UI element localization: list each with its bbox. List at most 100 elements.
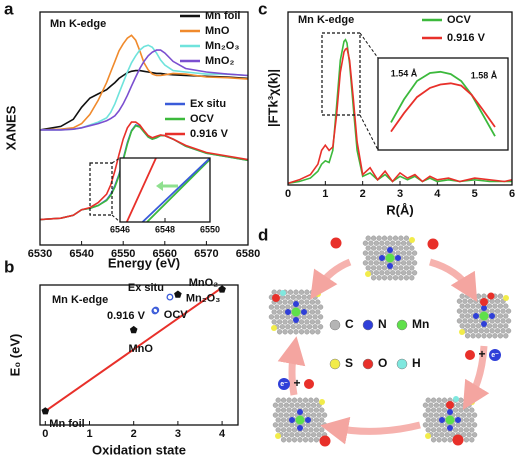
x-tick-label: 6530 xyxy=(28,248,52,260)
carbon-atom xyxy=(436,427,442,433)
carbon-atom xyxy=(291,397,298,403)
carbon-atom xyxy=(379,250,385,256)
carbon-atom xyxy=(296,294,302,300)
carbon-atom xyxy=(433,432,440,438)
carbon-atom xyxy=(441,397,448,403)
carbon-atom xyxy=(318,304,324,310)
carbon-atom xyxy=(379,270,385,276)
y-axis-label: XANES xyxy=(3,105,18,150)
plot-frame xyxy=(39,11,249,246)
carbon-atom xyxy=(307,314,313,320)
cycle-arrow xyxy=(310,258,352,300)
sulfur-atom xyxy=(275,433,281,439)
series-line xyxy=(40,34,248,131)
carbon-atom xyxy=(422,402,429,408)
cycle-arrow xyxy=(277,336,306,396)
carbon-atom xyxy=(395,250,401,256)
nitrogen-atom xyxy=(439,417,445,423)
carbon-atom xyxy=(308,407,314,413)
carbon-atom xyxy=(465,333,471,339)
carbon-atom xyxy=(409,265,415,271)
carbon-atom xyxy=(381,275,388,281)
oxygen-atom xyxy=(272,294,280,302)
series-line xyxy=(40,69,248,131)
carbon-atom xyxy=(461,412,467,418)
legend-atom xyxy=(396,319,408,331)
carbon-atom xyxy=(465,303,471,309)
carbon-atom xyxy=(286,437,292,443)
carbon-atom xyxy=(313,437,320,443)
carbon-atom xyxy=(283,432,290,438)
oxygen-atom xyxy=(304,379,314,389)
carbon-atom xyxy=(455,412,461,418)
carbon-atom xyxy=(379,240,385,246)
carbon-atom xyxy=(373,260,380,266)
hydrogen-atom xyxy=(280,290,286,296)
carbon-atom xyxy=(463,437,470,443)
carbon-atom xyxy=(316,412,322,418)
carbon-atom xyxy=(302,427,309,433)
carbon-atom xyxy=(486,303,493,309)
series-line xyxy=(141,158,210,222)
molecule xyxy=(362,235,418,281)
carbon-atom xyxy=(503,303,509,309)
annotation: 1.58 Å xyxy=(471,70,498,80)
carbon-atom xyxy=(283,402,290,408)
carbon-atom xyxy=(398,245,404,251)
carbon-atom xyxy=(459,313,465,319)
nitrogen-atom xyxy=(447,409,453,415)
x-tick-label: 5 xyxy=(472,188,478,200)
carbon-atom xyxy=(275,407,281,413)
carbon-atom xyxy=(384,270,390,276)
carbon-atom xyxy=(401,260,407,266)
carbon-atom xyxy=(293,329,299,335)
legend-label: OCV xyxy=(190,113,215,125)
sulfur-atom xyxy=(469,399,475,405)
carbon-atom xyxy=(495,308,501,314)
carbon-atom xyxy=(447,437,453,443)
manganese-atom xyxy=(385,253,395,263)
carbon-atom xyxy=(301,304,307,310)
carbon-atom xyxy=(425,427,431,433)
carbon-atom xyxy=(450,432,456,438)
carbon-atom xyxy=(365,255,371,261)
data-point xyxy=(218,285,226,293)
data-point xyxy=(129,325,138,334)
nitrogen-atom xyxy=(379,255,385,261)
legend-atom xyxy=(362,358,374,370)
carbon-atom xyxy=(309,329,316,335)
carbon-atom xyxy=(436,407,442,413)
legend-label: N xyxy=(378,317,387,331)
sulfur-atom xyxy=(271,325,277,331)
carbon-atom xyxy=(313,417,320,423)
x-tick-label: 4 xyxy=(219,428,226,440)
legend-label: Mn xyxy=(412,317,429,331)
data-point xyxy=(151,307,159,315)
carbon-atom xyxy=(287,319,294,325)
carbon-atom xyxy=(309,289,316,295)
carbon-atom xyxy=(486,333,493,339)
carbon-atom xyxy=(475,303,482,309)
carbon-atom xyxy=(466,422,472,428)
sulfur-atom xyxy=(315,291,321,297)
nitrogen-atom xyxy=(473,313,479,319)
electron-label: e⁻ xyxy=(280,381,288,388)
carbon-atom xyxy=(308,437,314,443)
zoom-box xyxy=(89,162,113,216)
carbon-atom xyxy=(307,324,313,330)
carbon-atom xyxy=(318,314,324,320)
plot-background xyxy=(40,285,238,425)
carbon-atom xyxy=(431,437,437,443)
carbon-atom xyxy=(506,328,512,334)
carbon-atom xyxy=(486,323,493,329)
carbon-atom xyxy=(472,432,478,438)
carbon-atom xyxy=(469,407,475,413)
oxygen-atom xyxy=(427,238,439,250)
carbon-atom xyxy=(274,304,280,310)
carbon-atom xyxy=(387,275,393,281)
carbon-atom xyxy=(463,397,470,403)
carbon-atom xyxy=(441,407,448,413)
carbon-atom xyxy=(287,289,294,295)
carbon-atom xyxy=(441,437,448,443)
y-axis-label: E₀ (eV) xyxy=(7,334,22,377)
